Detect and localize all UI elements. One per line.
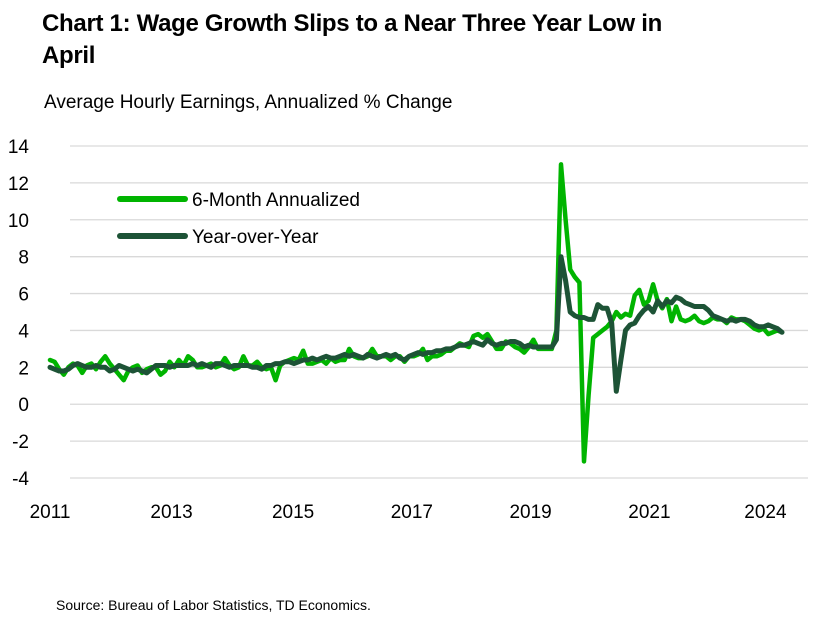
- y-tick-label: 6: [18, 285, 29, 306]
- chart-subtitle: Average Hourly Earnings, Annualized % Ch…: [44, 92, 453, 113]
- gridlines: [70, 145, 808, 479]
- series-line-year-over-year: [47, 254, 785, 394]
- y-tick-label: 4: [18, 321, 29, 342]
- x-tick-label: 2011: [30, 502, 71, 523]
- x-tick-label: 2019: [509, 502, 551, 523]
- y-axis-ticks: 14 12 10 8 6 4 2 0 -2 -4: [8, 137, 30, 490]
- x-tick-label: 2013: [150, 502, 192, 523]
- y-tick-label: 2: [18, 358, 29, 379]
- series-line-six-month-annualized: [47, 162, 785, 464]
- x-tick-label: 2017: [391, 502, 433, 523]
- x-axis-ticks: 2011 2013 2015 2017 2019 2021 2024: [30, 502, 787, 523]
- legend-label: 6-Month Annualized: [192, 190, 360, 211]
- x-tick-label: 2015: [272, 502, 314, 523]
- x-tick-label: 2021: [628, 502, 670, 523]
- y-tick-label: 10: [8, 211, 29, 232]
- y-tick-label: 8: [18, 248, 29, 269]
- chart-title: Chart 1: Wage Growth Slips to a Near Thr…: [42, 10, 662, 69]
- legend: 6-Month Annualized Year-over-Year: [117, 190, 360, 248]
- y-tick-label: -2: [12, 432, 29, 453]
- legend-label: Year-over-Year: [192, 227, 319, 248]
- series-lines: [47, 162, 785, 464]
- y-tick-label: -4: [12, 469, 29, 490]
- source-note: Source: Bureau of Labor Statistics, TD E…: [56, 597, 371, 613]
- x-tick-label: 2024: [744, 502, 787, 523]
- y-tick-label: 14: [8, 137, 30, 158]
- y-tick-label: 0: [18, 395, 29, 416]
- y-tick-label: 12: [8, 174, 29, 195]
